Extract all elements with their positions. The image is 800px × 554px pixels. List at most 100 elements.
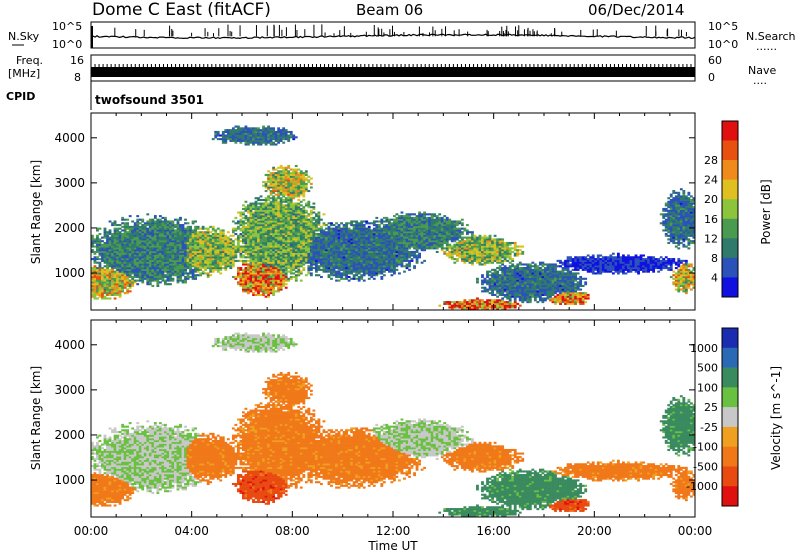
power-cell: [400, 216, 404, 219]
power-cell: [342, 259, 346, 262]
power-cell: [400, 238, 404, 241]
power-cell: [352, 236, 356, 239]
power-cell: [380, 249, 384, 252]
power-cell: [216, 252, 220, 255]
power-cell: [189, 249, 192, 252]
power-cell: [287, 224, 291, 227]
power-cell: [136, 263, 140, 266]
power-cell: [347, 265, 351, 268]
power-cell: [108, 297, 112, 300]
power-cell: [194, 232, 197, 236]
power-cell: [153, 227, 157, 230]
power-cell: [398, 229, 401, 232]
power-cell: [264, 281, 268, 284]
power-cell: [304, 245, 308, 248]
power-cell: [189, 238, 192, 241]
power-cell: [166, 277, 170, 280]
power-cell: [297, 227, 301, 230]
power-cell: [98, 267, 102, 270]
power-cell: [352, 265, 356, 268]
power-cell: [249, 279, 253, 282]
power-cell: [103, 284, 107, 288]
power-cell: [337, 261, 341, 264]
power-cell: [121, 252, 125, 255]
power-cell: [267, 274, 270, 277]
power-cell: [131, 231, 135, 234]
power-cell: [345, 275, 348, 279]
power-cell: [171, 256, 175, 259]
power-cell: [141, 281, 145, 284]
power-cell: [244, 267, 248, 270]
power-cell: [247, 143, 250, 146]
power-cell: [247, 272, 250, 275]
power-cell: [143, 263, 147, 266]
power-cell: [297, 211, 301, 214]
power-cell: [242, 134, 245, 137]
power-cell: [161, 263, 165, 266]
power-cell: [387, 229, 391, 232]
power-cell: [284, 179, 288, 182]
power-cell: [108, 268, 112, 271]
power-cell: [121, 261, 125, 264]
power-cell: [229, 259, 233, 262]
power-cell: [385, 265, 389, 268]
power-cell: [297, 179, 301, 182]
power-cell: [116, 247, 119, 250]
power-cell: [196, 232, 200, 236]
power-cell: [239, 274, 243, 277]
power-cell: [297, 188, 301, 191]
power-cell: [123, 272, 127, 275]
power-cell: [148, 252, 152, 255]
power-cell: [284, 286, 288, 289]
power-cell: [239, 245, 243, 248]
power-cell: [252, 238, 255, 241]
power-cell: [247, 220, 250, 223]
power-cell: [252, 250, 255, 253]
power-cell: [284, 250, 288, 253]
power-cell: [239, 259, 243, 262]
power-cell: [244, 227, 248, 230]
power-cell: [141, 275, 145, 279]
power-cell: [309, 209, 313, 212]
power-cell: [365, 240, 369, 243]
power-cell: [307, 272, 311, 275]
power-cell: [91, 275, 94, 279]
power-cell: [191, 275, 195, 279]
power-cell: [131, 268, 135, 271]
power-cell: [138, 270, 142, 273]
power-cell: [282, 236, 286, 239]
power-cell: [259, 288, 263, 291]
power-cell: [191, 222, 195, 225]
power-cell: [156, 238, 160, 241]
power-cell: [91, 258, 94, 261]
power-cell: [304, 215, 308, 218]
power-cell: [304, 170, 308, 173]
power-cell: [294, 136, 298, 139]
power-cell: [302, 184, 306, 187]
power-cell: [264, 184, 268, 187]
power-cell: [136, 236, 140, 239]
power-cell: [254, 213, 258, 216]
power-cell: [199, 252, 203, 255]
power-cell: [136, 218, 140, 221]
power-cell: [327, 245, 331, 248]
power-cell: [277, 288, 281, 291]
power-cell: [284, 191, 288, 194]
power-cell: [282, 207, 286, 211]
power-cell: [179, 218, 182, 221]
power-cell: [294, 220, 298, 223]
power-cell: [259, 141, 263, 144]
power-cell: [158, 229, 162, 232]
power-cell: [133, 227, 137, 230]
power-cell: [282, 241, 286, 245]
power-cell: [141, 265, 145, 268]
power-cell: [136, 215, 140, 218]
power-cell: [141, 243, 145, 246]
power-cell: [289, 254, 293, 257]
power-cell: [317, 213, 321, 216]
power-cell: [267, 268, 270, 271]
power-cell: [325, 245, 328, 248]
power-cell: [355, 229, 359, 232]
power-cell: [221, 267, 225, 270]
power-cell: [287, 186, 291, 189]
